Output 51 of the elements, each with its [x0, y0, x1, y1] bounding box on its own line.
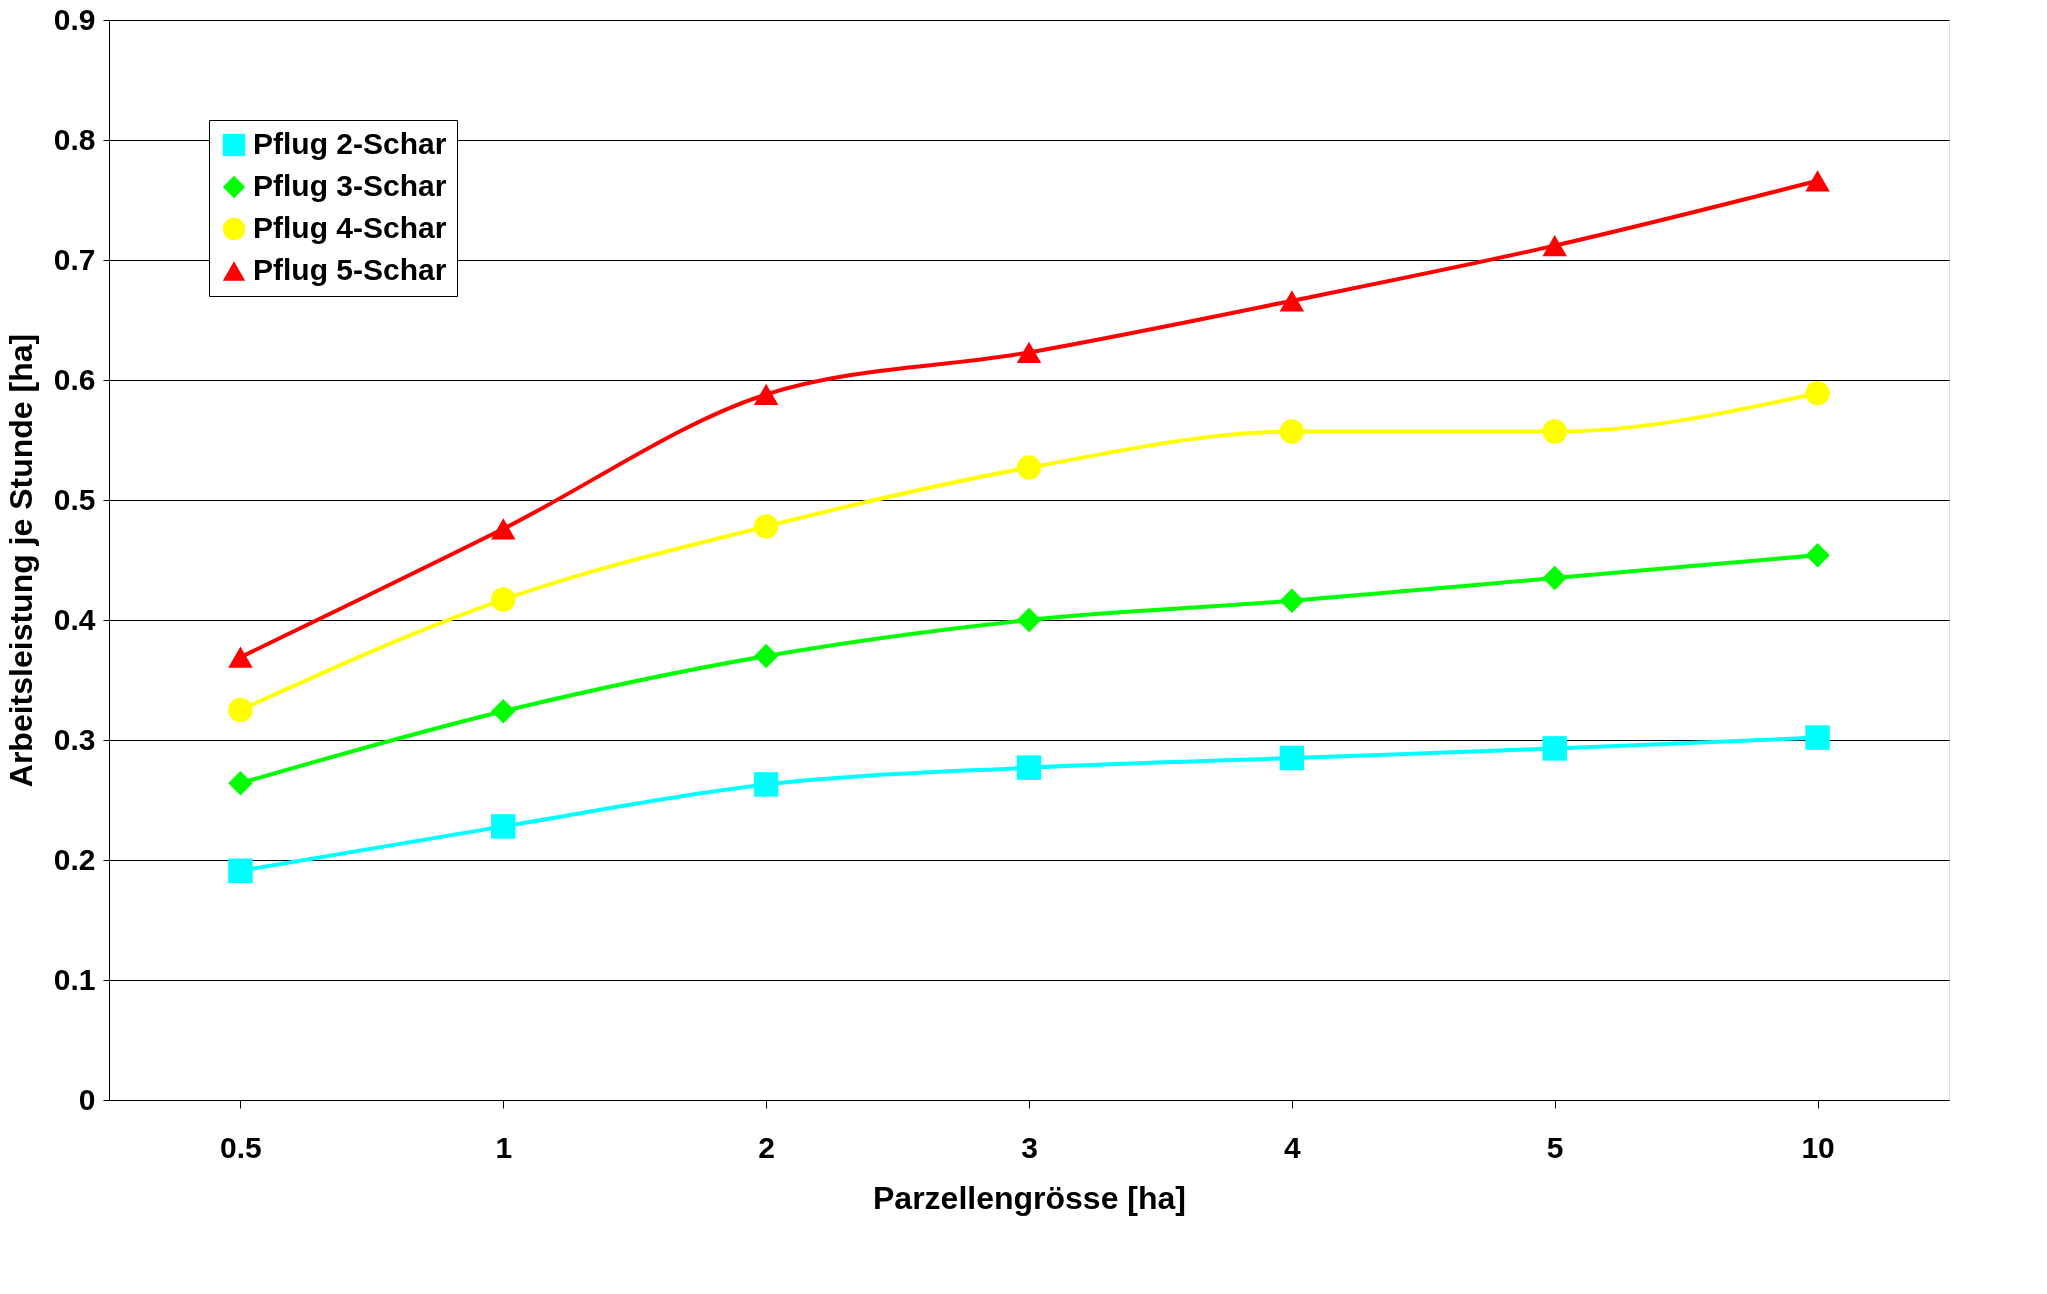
point: [228, 770, 253, 796]
point: [491, 518, 516, 540]
y-tick-label: 0.2: [53, 842, 96, 876]
x-tick-label: 3: [1021, 1130, 1038, 1164]
point: [1016, 607, 1042, 633]
point: [1279, 290, 1305, 312]
x-tick-label: 0.5: [220, 1130, 262, 1164]
y-axis-title: Arbeitsleistung je Stunde [ha]: [2, 333, 39, 788]
point: [753, 643, 779, 669]
legend-label: Pflug 3-Schar: [253, 169, 447, 202]
point: [1279, 588, 1305, 614]
y-tick-label: 0.5: [53, 482, 96, 516]
y-tick-label: 0: [78, 1082, 96, 1116]
x-tick-label: 2: [758, 1130, 775, 1164]
x-tick-label: 1: [495, 1130, 513, 1164]
x-tick-label: 5: [1546, 1130, 1564, 1164]
point: [1805, 170, 1830, 192]
point: [491, 587, 516, 612]
point: [753, 772, 779, 797]
point: [753, 383, 779, 406]
point: [1805, 542, 1830, 568]
y-tick-label: 0.7: [53, 242, 96, 276]
point: [1805, 380, 1830, 406]
point: [753, 514, 779, 539]
point: [1542, 565, 1567, 591]
point: [1542, 736, 1567, 761]
legend-label: Pflug 2-Schar: [253, 127, 447, 160]
y-tick-label: 0.9: [53, 2, 96, 36]
y-tick-label: 0.1: [53, 962, 96, 996]
point: [1279, 745, 1305, 771]
y-tick-label: 0.3: [53, 722, 96, 756]
point: [1016, 341, 1042, 364]
point: [491, 814, 516, 839]
point: [1016, 755, 1042, 780]
y-tick-label: 0.4: [53, 602, 96, 636]
point: [228, 858, 253, 884]
legend-label: Pflug 4-Schar: [253, 211, 447, 244]
x-tick-label: 4: [1284, 1130, 1302, 1164]
x-tick-label: 10: [1801, 1130, 1835, 1164]
point: [1279, 419, 1305, 444]
point: [1016, 455, 1042, 480]
point: [1805, 725, 1830, 750]
x-axis-title: Parzellengrösse [ha]: [873, 1179, 1186, 1216]
point: [1542, 234, 1567, 257]
point: [1542, 419, 1567, 444]
point: [228, 697, 253, 723]
point: [491, 698, 516, 724]
point: [228, 646, 253, 668]
legend-label: Pflug 5-Schar: [253, 253, 447, 286]
y-tick-label: 0.8: [53, 122, 96, 156]
y-tick-label: 0.6: [53, 362, 96, 396]
